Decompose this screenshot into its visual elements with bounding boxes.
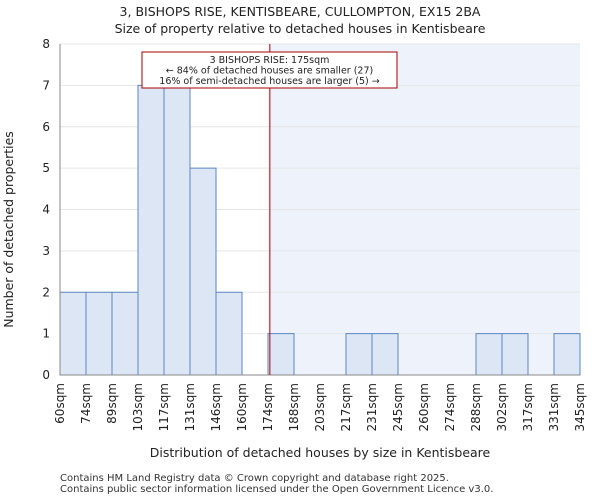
annotation-text: 16% of semi-detached houses are larger (… (159, 76, 379, 87)
histogram-bar (475, 333, 503, 376)
y-tick-label: 0 (42, 368, 50, 382)
histogram-bar (345, 333, 373, 376)
x-tick-label: 117sqm (157, 383, 171, 431)
x-tick-label: 60sqm (53, 383, 67, 424)
y-tick-label: 5 (42, 161, 50, 175)
y-tick-label: 6 (42, 120, 50, 134)
histogram-bar (215, 291, 243, 376)
x-axis-title: Distribution of detached houses by size … (150, 445, 491, 460)
x-tick-label: 160sqm (235, 383, 249, 431)
x-tick-label: 288sqm (469, 383, 483, 431)
x-tick-label: 260sqm (417, 383, 431, 431)
y-tick-label: 3 (42, 244, 50, 258)
histogram-bar (371, 333, 399, 376)
x-tick-label: 217sqm (339, 383, 353, 431)
x-tick-label: 345sqm (573, 383, 587, 431)
y-tick-label: 1 (42, 327, 50, 341)
x-tick-label: 302sqm (495, 383, 509, 431)
x-tick-label: 174sqm (261, 383, 275, 431)
x-tick-label: 131sqm (183, 383, 197, 431)
histogram-bar (59, 291, 87, 376)
y-tick-label: 7 (42, 78, 50, 92)
x-tick-label: 74sqm (79, 383, 93, 424)
histogram-bar (85, 291, 113, 376)
histogram-bar (137, 84, 165, 376)
copyright-note: Contains HM Land Registry data © Crown c… (60, 473, 449, 484)
chart-subtitle: Size of property relative to detached ho… (114, 21, 486, 36)
histogram-bar (501, 333, 529, 376)
x-tick-label: 231sqm (365, 383, 379, 431)
chart-title: 3, BISHOPS RISE, KENTISBEARE, CULLOMPTON… (119, 4, 481, 19)
y-tick-label: 4 (42, 203, 50, 217)
licence-note: Contains public sector information licen… (60, 484, 494, 495)
annotation-box (141, 51, 398, 89)
x-tick-label: 103sqm (131, 383, 145, 431)
histogram-bar (163, 84, 191, 376)
histogram-bar (553, 333, 581, 376)
annotation-text: ← 84% of detached houses are smaller (27… (166, 66, 373, 77)
x-tick-label: 331sqm (547, 383, 561, 431)
x-tick-label: 188sqm (287, 383, 301, 431)
x-tick-label: 317sqm (521, 383, 535, 431)
y-tick-label: 2 (42, 285, 50, 299)
histogram-bar (267, 333, 295, 376)
histogram-bar (189, 167, 217, 376)
x-tick-label: 203sqm (313, 383, 327, 431)
x-tick-label: 274sqm (443, 383, 457, 431)
y-tick-label: 8 (42, 37, 50, 51)
x-tick-label: 146sqm (209, 383, 223, 431)
annotation-text: 3 BISHOPS RISE: 175sqm (210, 55, 330, 66)
x-tick-label: 245sqm (391, 383, 405, 431)
x-tick-label: 89sqm (105, 383, 119, 424)
y-axis-title: Number of detached properties (1, 131, 16, 328)
histogram-bar (111, 291, 139, 376)
